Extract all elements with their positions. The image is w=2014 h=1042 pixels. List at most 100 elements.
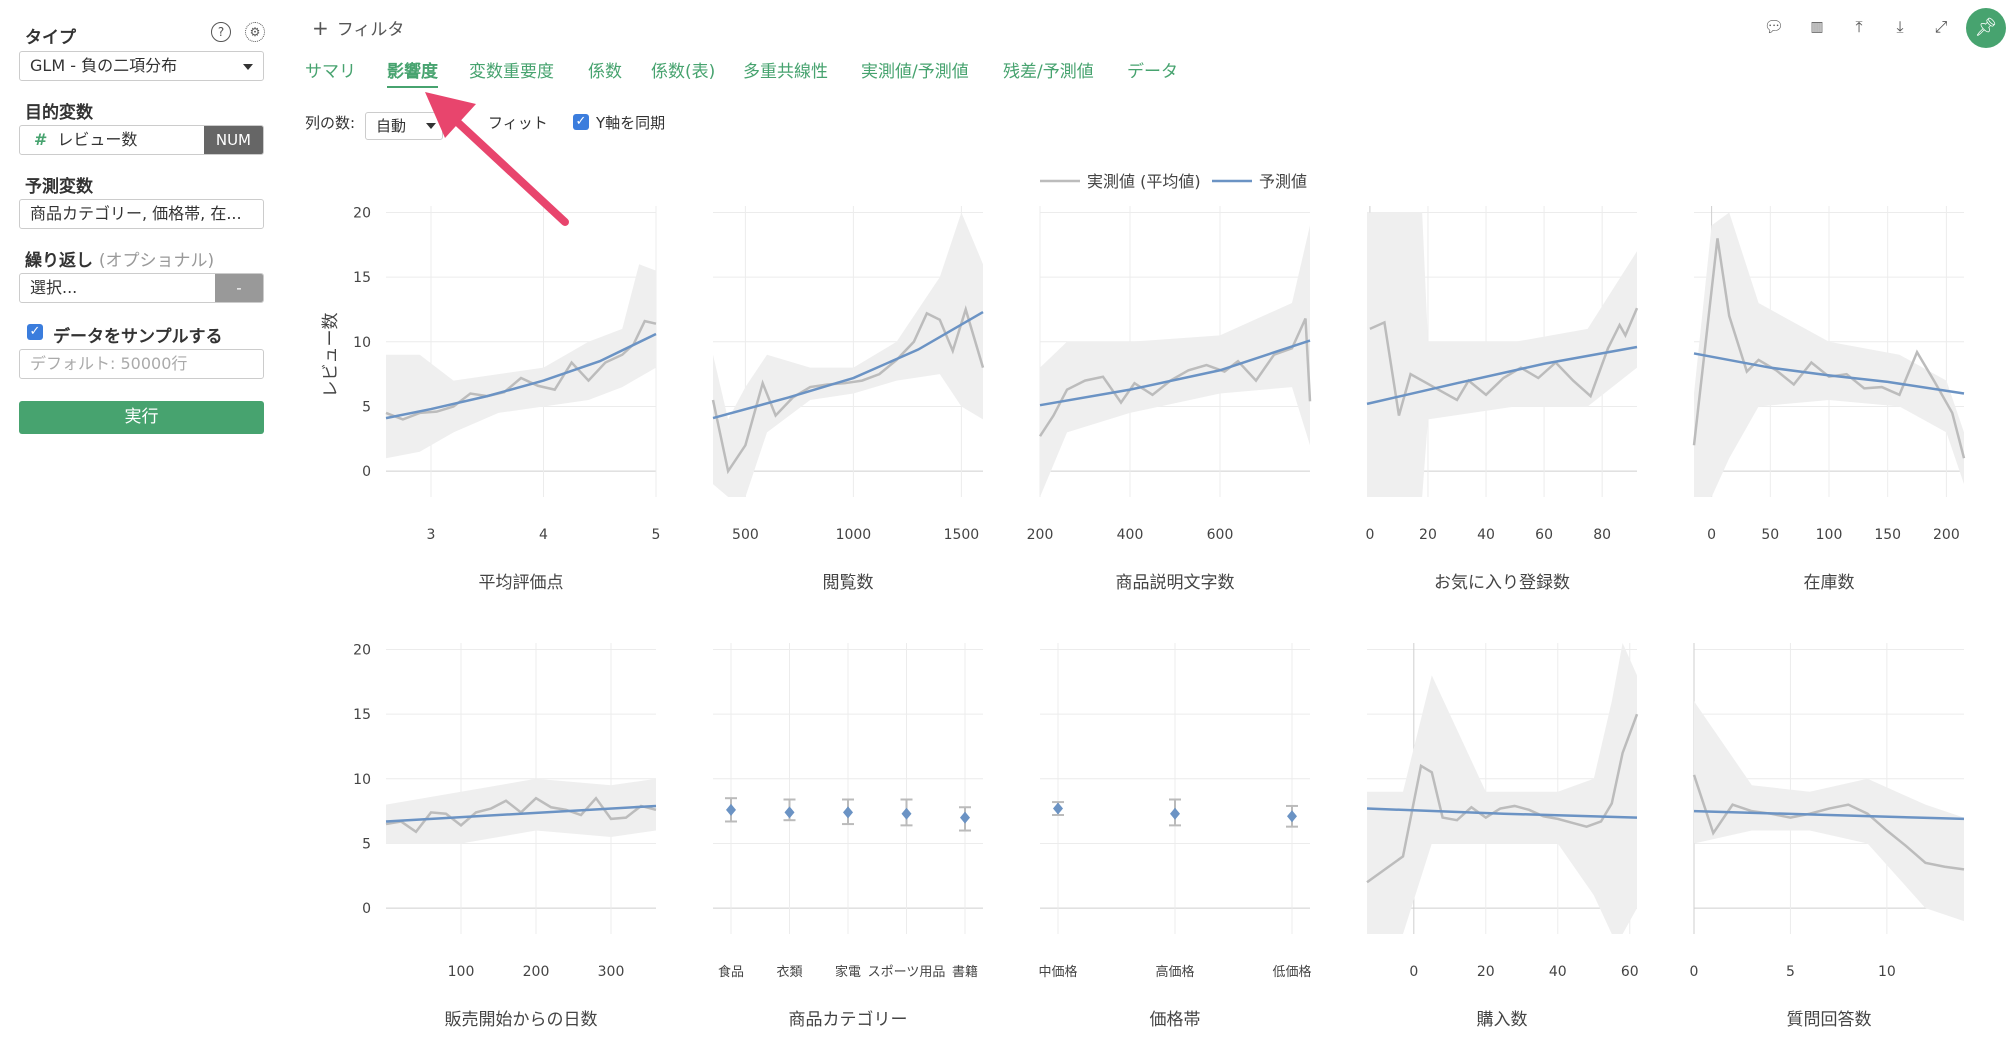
- chevron-down-icon: [426, 123, 436, 129]
- tab-actual-vs-predicted[interactable]: 実測値/予測値: [861, 62, 969, 82]
- tab-effects[interactable]: 影響度: [387, 57, 438, 88]
- x-tick-label: 50: [1761, 527, 1779, 543]
- type-label: タイプ: [25, 28, 76, 48]
- predicted-point: [1287, 810, 1297, 823]
- legend-predicted-label: 予測値: [1259, 172, 1307, 191]
- actual-line: [711, 305, 985, 475]
- repeat-select[interactable]: 選択... -: [19, 273, 264, 303]
- tab-data[interactable]: データ: [1127, 62, 1178, 82]
- num-badge: NUM: [203, 126, 263, 154]
- predicted-point: [901, 807, 912, 820]
- fit-label: フィット: [488, 114, 548, 132]
- predictor-field[interactable]: 商品カテゴリー, 価格帯, 在...: [19, 199, 264, 229]
- repeat-clear-button[interactable]: -: [215, 274, 263, 302]
- cols-select[interactable]: 自動: [365, 112, 443, 140]
- tab-coefficients-table[interactable]: 係数(表): [651, 62, 716, 82]
- repeat-optional: (オプショナル): [98, 251, 215, 271]
- x-tick-label: 500: [732, 527, 759, 543]
- actual-line: [385, 796, 657, 834]
- confidence-band: [1040, 225, 1310, 497]
- download-icon[interactable]: ⤓: [1896, 17, 1904, 36]
- y-tick-label: 0: [362, 464, 371, 480]
- x-tick-label: 60: [1621, 964, 1639, 980]
- panel-title: 在庫数: [1804, 573, 1855, 593]
- tab-multicollinearity[interactable]: 多重共線性: [743, 62, 828, 82]
- upload-icon[interactable]: ⤒: [1855, 17, 1863, 36]
- y-tick-label: 15: [353, 707, 371, 723]
- chart-panel: 0 5 10 15 20 100 200 300 販売開始からの日数: [353, 642, 657, 1030]
- pin-icon[interactable]: 📌︎: [1966, 8, 2006, 48]
- chart-panel: 200 400 600 商品説明文字数: [1027, 206, 1312, 593]
- predicted-point: [726, 803, 736, 816]
- x-tick-label: 0: [1365, 527, 1374, 543]
- run-button[interactable]: 実行: [19, 401, 264, 434]
- tab-importance[interactable]: 変数重要度: [469, 62, 554, 82]
- chart-icon[interactable]: ▥: [1810, 19, 1824, 35]
- sync-y-checkbox[interactable]: ✓: [573, 114, 589, 130]
- chart-options: 列の数: 自動 フィット ✓ Y軸を同期: [305, 112, 665, 140]
- gear-icon[interactable]: ⚙: [245, 22, 265, 42]
- x-tick-label: 5: [1786, 964, 1795, 980]
- x-tick-label: 100: [1816, 527, 1843, 543]
- confidence-band: [1694, 212, 1964, 497]
- predicted-line: [712, 310, 984, 420]
- expand-icon[interactable]: ⤢: [1934, 17, 1948, 36]
- x-tick-label: 衣類: [776, 964, 802, 980]
- predicted-line: [385, 332, 657, 420]
- x-tick-label: 中価格: [1038, 964, 1077, 980]
- panel-title: 商品カテゴリー: [789, 1009, 908, 1030]
- predicted-line: [1366, 807, 1638, 819]
- panel-title: 閲覧数: [823, 573, 874, 593]
- filter-button[interactable]: + フィルタ: [312, 15, 404, 40]
- x-tick-label: 300: [598, 964, 625, 980]
- predicted-line: [385, 804, 657, 823]
- target-field[interactable]: # レビュー数 NUM: [19, 125, 264, 155]
- actual-line: [1692, 238, 1966, 459]
- panel-title: 価格帯: [1150, 1010, 1201, 1030]
- x-tick-label: 1000: [836, 527, 872, 543]
- repeat-placeholder: 選択...: [30, 278, 78, 297]
- target-label: 目的変数: [25, 103, 93, 123]
- x-tick-label: 10: [1878, 964, 1896, 980]
- panel-title: 質問回答数: [1787, 1010, 1872, 1030]
- x-tick-label: 20: [1419, 527, 1437, 543]
- type-select[interactable]: GLM - 負の二項分布: [19, 51, 264, 81]
- predicted-point: [1170, 807, 1180, 820]
- x-tick-label: 40: [1477, 527, 1495, 543]
- help-icon[interactable]: ?: [211, 22, 231, 42]
- predicted-point: [1053, 802, 1063, 815]
- legend-actual-label: 実測値 (平均値): [1087, 172, 1201, 191]
- cols-label: 列の数:: [305, 114, 356, 132]
- confidence-band: [1367, 643, 1637, 934]
- tab-summary[interactable]: サマリ: [305, 62, 356, 82]
- actual-line: [1692, 774, 1965, 871]
- sample-size-input[interactable]: デフォルト: 50000行: [19, 349, 264, 379]
- repeat-label-text: 繰り返し: [25, 251, 93, 271]
- panel-title: 販売開始からの日数: [445, 1010, 598, 1030]
- x-tick-label: 200: [1027, 527, 1054, 543]
- sample-label: データをサンプルする: [53, 327, 223, 347]
- x-tick-label: 書籍: [952, 964, 978, 980]
- tab-residual-vs-predicted[interactable]: 残差/予測値: [1003, 62, 1094, 82]
- y-tick-label: 0: [362, 901, 371, 917]
- y-tick-label: 5: [362, 836, 371, 852]
- y-tick-label: 10: [353, 335, 371, 351]
- confidence-band: [1367, 212, 1637, 497]
- x-tick-label: スポーツ用品: [868, 965, 946, 980]
- chart-legend: 実測値 (平均値) 予測値: [1040, 172, 1307, 191]
- sample-size-placeholder: デフォルト: 50000行: [30, 354, 188, 373]
- predictor-label: 予測変数: [25, 177, 93, 197]
- confidence-band: [1694, 701, 1964, 922]
- comment-icon[interactable]: 💬︎: [1763, 17, 1785, 36]
- hash-icon: #: [34, 130, 48, 149]
- x-tick-label: 4: [539, 527, 548, 543]
- sample-checkbox[interactable]: ✓: [27, 324, 43, 340]
- x-tick-label: 100: [448, 964, 475, 980]
- tab-coefficients[interactable]: 係数: [588, 62, 622, 82]
- filter-label: フィルタ: [336, 20, 405, 40]
- repeat-label: 繰り返し (オプショナル): [25, 246, 214, 271]
- x-tick-label: 200: [523, 964, 550, 980]
